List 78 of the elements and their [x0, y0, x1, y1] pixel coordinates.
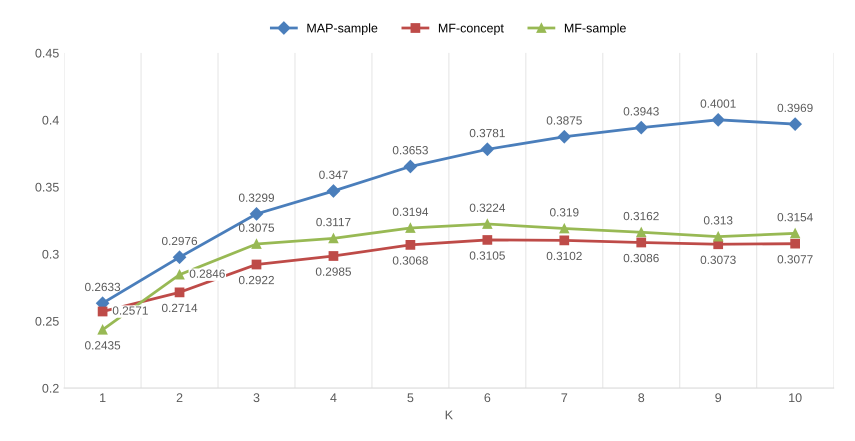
point [482, 235, 492, 245]
x-tick-label: 10 [789, 393, 802, 402]
data-label: 0.2985 [316, 267, 352, 276]
data-label: 0.313 [704, 216, 732, 225]
point [252, 260, 262, 270]
x-tick-label: 7 [561, 393, 568, 402]
x-tick-label: 6 [484, 393, 490, 402]
point [559, 235, 570, 246]
data-label: 0.3077 [778, 255, 813, 264]
data-label: 0.4001 [700, 99, 736, 108]
point [406, 223, 416, 233]
data-label: 0.2435 [85, 341, 120, 350]
data-label: 0.3875 [546, 116, 582, 125]
point [634, 121, 648, 134]
x-tick-label: 2 [176, 393, 182, 402]
legend-label: MAP-sample [307, 23, 378, 35]
point [712, 113, 725, 126]
point [790, 238, 800, 249]
point [328, 251, 338, 261]
data-label: 0.3162 [624, 212, 659, 220]
data-label: 0.3969 [778, 104, 813, 112]
legend-label: MF-concept [438, 24, 504, 35]
data-label: 0.3194 [392, 208, 428, 216]
point [559, 224, 570, 234]
point [406, 240, 416, 250]
point [172, 250, 186, 264]
x-tick-label: 8 [638, 393, 644, 402]
x-tick-label: 4 [330, 393, 337, 402]
data-label: 0.3653 [392, 146, 428, 154]
data-label: 0.2976 [162, 236, 198, 246]
x-tick-label: 1 [100, 393, 106, 402]
data-label: 0.3073 [700, 256, 736, 264]
point [250, 207, 264, 221]
y-tick-label: 0.25 [35, 316, 59, 326]
data-label: 0.3102 [546, 252, 582, 260]
point [174, 287, 184, 298]
data-label: 0.2846 [190, 269, 225, 278]
y-tick-label: 0.45 [35, 48, 59, 58]
y-tick-label: 0.2 [42, 384, 59, 393]
point [174, 270, 184, 280]
data-label: 0.347 [319, 170, 348, 179]
point [788, 118, 802, 131]
point [636, 227, 646, 238]
point [558, 130, 571, 144]
data-label: 0.3299 [238, 194, 274, 202]
point [326, 184, 340, 198]
data-label: 0.3224 [470, 204, 506, 212]
data-label: 0.2922 [238, 276, 274, 284]
legend-label: MF-sample [564, 23, 626, 35]
x-tick-label: 5 [407, 393, 414, 402]
x-axis-title: K [446, 410, 453, 420]
x-tick-label: 9 [715, 393, 722, 402]
data-label: 0.3068 [392, 256, 428, 265]
data-label: 0.2714 [162, 304, 198, 312]
point [404, 160, 417, 174]
data-label: 0.3105 [470, 251, 505, 260]
data-label: 0.3781 [470, 128, 505, 138]
point [252, 239, 262, 249]
data-label: 0.3154 [778, 212, 813, 222]
y-tick-label: 0.35 [35, 182, 59, 192]
data-label: 0.319 [550, 208, 579, 216]
data-label: 0.2571 [112, 306, 148, 315]
point [98, 306, 108, 316]
point [636, 238, 646, 248]
point [482, 219, 492, 229]
point [480, 142, 494, 156]
y-tick-label: 0.4 [42, 116, 59, 125]
point [790, 228, 800, 238]
point [328, 233, 338, 244]
point [98, 324, 108, 335]
x-tick-label: 3 [254, 393, 260, 402]
data-label: 0.3075 [238, 224, 274, 232]
point [713, 232, 724, 242]
data-label: 0.2633 [85, 282, 120, 292]
data-label: 0.3117 [316, 218, 350, 226]
data-label: 0.3943 [624, 107, 659, 116]
data-label: 0.3086 [624, 254, 659, 262]
y-tick-label: 0.3 [42, 250, 59, 259]
